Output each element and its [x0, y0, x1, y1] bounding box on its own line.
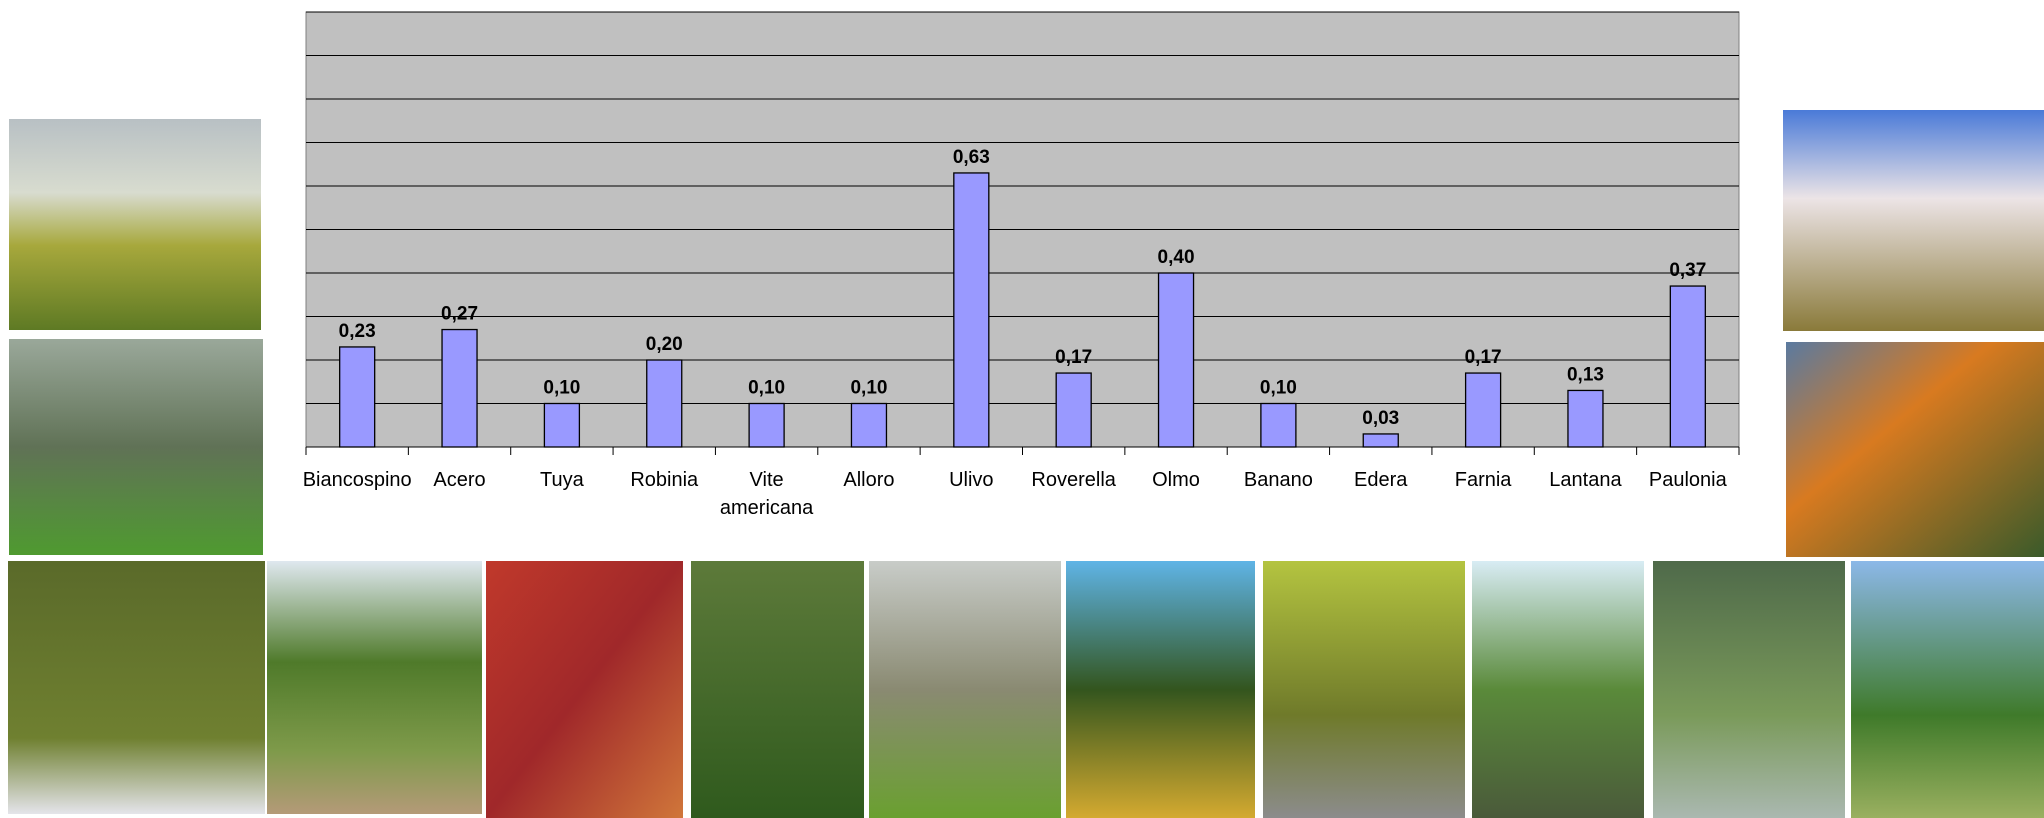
photo [267, 561, 482, 814]
bar [1055, 372, 1092, 448]
x-tick-label: Roverella [1031, 469, 1116, 491]
photo [486, 561, 683, 818]
value-label: 0,10 [850, 378, 887, 399]
bar [441, 328, 478, 448]
photo [1786, 342, 2044, 557]
value-label: 0,13 [1567, 364, 1604, 385]
photo [1783, 110, 2044, 331]
x-tick-label: Farnia [1454, 469, 1512, 491]
bar [1567, 389, 1604, 448]
photo [869, 561, 1061, 818]
x-tick-label: Acero [433, 469, 486, 491]
bar [1260, 402, 1297, 448]
value-label: 0,03 [1362, 408, 1399, 429]
photo [8, 561, 265, 814]
photo [1472, 561, 1644, 818]
value-label: 0,10 [748, 378, 785, 399]
value-label: 0,27 [441, 304, 478, 325]
x-tick-label: Robinia [630, 469, 699, 491]
value-label: 0,63 [953, 147, 990, 168]
photo [9, 119, 261, 330]
value-label: 0,17 [1465, 347, 1502, 368]
x-tick-label: Alloro [843, 469, 895, 491]
bar [646, 359, 683, 448]
x-tick-label: Paulonia [1648, 469, 1727, 491]
value-label: 0,23 [339, 321, 376, 342]
bar [850, 402, 888, 448]
bar [953, 172, 990, 448]
photo [1653, 561, 1845, 818]
value-label: 0,20 [646, 334, 683, 355]
bar [748, 402, 785, 448]
value-label: 0,10 [543, 378, 580, 399]
photo [1851, 561, 2044, 818]
bar [339, 346, 376, 448]
x-tick-label: Ulivo [949, 469, 994, 491]
value-label: 0,37 [1669, 260, 1706, 281]
value-label: 0,17 [1055, 347, 1092, 368]
x-tick-label: Vite americana [719, 469, 814, 519]
x-tick-label: Lantana [1549, 469, 1622, 491]
photo [691, 561, 864, 818]
bar [1464, 372, 1502, 448]
photo [9, 339, 263, 555]
x-tick-label: Biancospino [302, 469, 412, 491]
photo [1066, 561, 1255, 818]
x-tick-label: Banano [1243, 469, 1313, 491]
bar [1362, 433, 1399, 448]
value-label: 0,10 [1260, 378, 1297, 399]
bar [1157, 272, 1195, 448]
photo [1263, 561, 1465, 818]
x-tick-label: Olmo [1152, 469, 1200, 491]
bar [1669, 285, 1706, 448]
bar [543, 402, 581, 448]
value-label: 0,40 [1158, 247, 1195, 268]
x-tick-label: Tuya [540, 469, 584, 491]
x-tick-label: Edera [1354, 469, 1408, 491]
